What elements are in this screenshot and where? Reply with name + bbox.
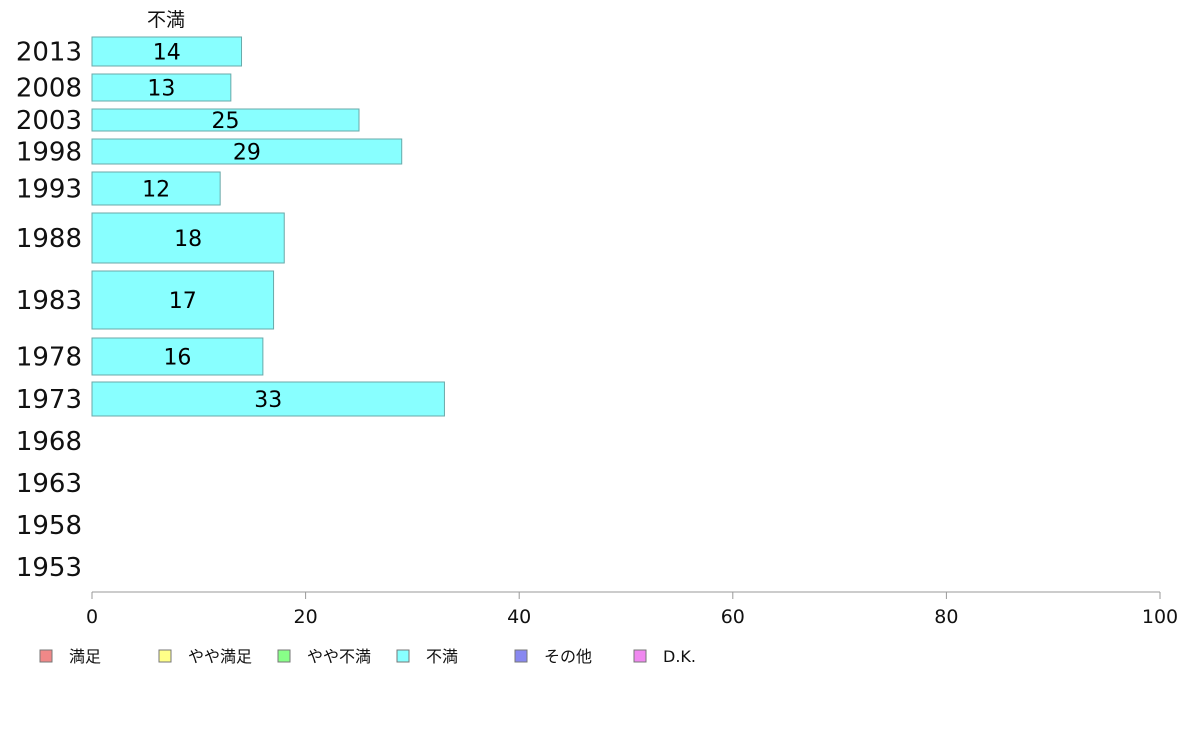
bar-value-label: 33 [254,388,282,413]
bar-value-label: 18 [174,227,202,252]
y-tick-label: 1968 [16,427,82,457]
bar [91,337,264,376]
bar-value-label: 12 [142,178,170,203]
bar [91,108,360,132]
bar-value-label: 16 [163,346,191,371]
x-tick-label: 60 [721,606,745,628]
bar-value-label: 29 [233,141,261,166]
x-tick-label: 80 [934,606,958,628]
legend-swatch [39,649,53,663]
bar [91,36,243,67]
legend-swatch [633,649,647,663]
legend-label: やや満足 [188,647,252,666]
y-tick-label: 1998 [16,138,82,168]
bar [91,270,275,330]
bar-value-label: 14 [153,41,181,66]
legend-label: やや不満 [307,647,371,666]
y-tick-label: 1988 [16,224,82,254]
legend: 満足 やや満足 やや不満 不満 その他 D.K. [39,647,696,666]
y-tick-label: 1963 [16,469,82,499]
legend-swatch [514,649,528,663]
y-tick-label: 2013 [16,38,82,68]
x-tick-label: 40 [507,606,531,628]
bar [91,73,232,102]
bar [91,138,403,165]
legend-label: D.K. [663,647,696,666]
legend-label: その他 [544,647,592,666]
y-tick-label: 1958 [16,511,82,541]
y-tick-label: 1993 [16,175,82,205]
bar-value-label: 25 [212,109,240,134]
bar-value-label: 17 [169,289,197,314]
legend-swatch [158,649,172,663]
bar [91,381,445,417]
legend-label: 満足 [69,647,101,666]
x-tick-label: 20 [294,606,318,628]
series-title: 不満 [147,9,185,31]
legend-label: 不満 [426,647,458,666]
x-tick-label: 100 [1142,606,1178,628]
bar [91,212,285,264]
y-tick-label: 2003 [16,106,82,136]
legend-swatch [277,649,291,663]
bar [91,171,221,206]
x-axis: 0 20 40 60 80 100 [86,591,1178,628]
y-tick-label: 1973 [16,385,82,415]
y-tick-label: 2008 [16,74,82,104]
bar-value-label: 13 [147,77,175,102]
y-tick-label: 1983 [16,286,82,316]
x-tick-label: 0 [86,606,98,628]
legend-swatch [396,649,410,663]
y-tick-label: 1953 [16,553,82,583]
y-tick-label: 1978 [16,343,82,373]
